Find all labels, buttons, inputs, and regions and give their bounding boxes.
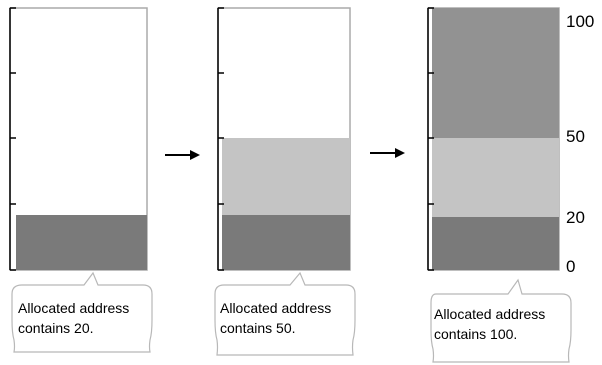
panel-1-fill-20 [16,215,147,270]
panel-3-fill-100 [432,8,559,138]
callout-3-line-1: Allocated address [434,306,545,322]
callout-1-line-1: Allocated address [18,300,129,316]
memory-panel-3 [427,7,560,271]
callout-2-line-2: contains 50. [220,320,296,336]
callout-1-line-2: contains 20. [18,320,94,336]
memory-panel-2 [217,7,351,271]
callout-2: Allocated address contains 50. [214,271,356,356]
memory-panel-1 [9,7,148,271]
callout-3-line-2: contains 100. [434,326,517,342]
panel-3-fill-50 [432,138,559,217]
panel-1-axis [9,7,16,271]
scale-label-100: 100 [566,12,594,31]
callout-2-line-1: Allocated address [220,300,331,316]
callout-1: Allocated address contains 20. [11,271,153,353]
panel-3-fill-20 [432,217,559,270]
panel-2-axis [217,7,224,271]
scale-label-50: 50 [566,127,585,146]
right-arrow-icon [165,150,200,160]
callout-3: Allocated address contains 100. [430,278,572,363]
scale-label-20: 20 [566,208,585,227]
panel-2-fill-20 [222,215,350,270]
panel-3-axis [427,7,434,271]
panel-2-fill-50 [222,138,350,215]
scale-label-0: 0 [566,257,575,276]
right-arrow-icon [370,148,405,158]
